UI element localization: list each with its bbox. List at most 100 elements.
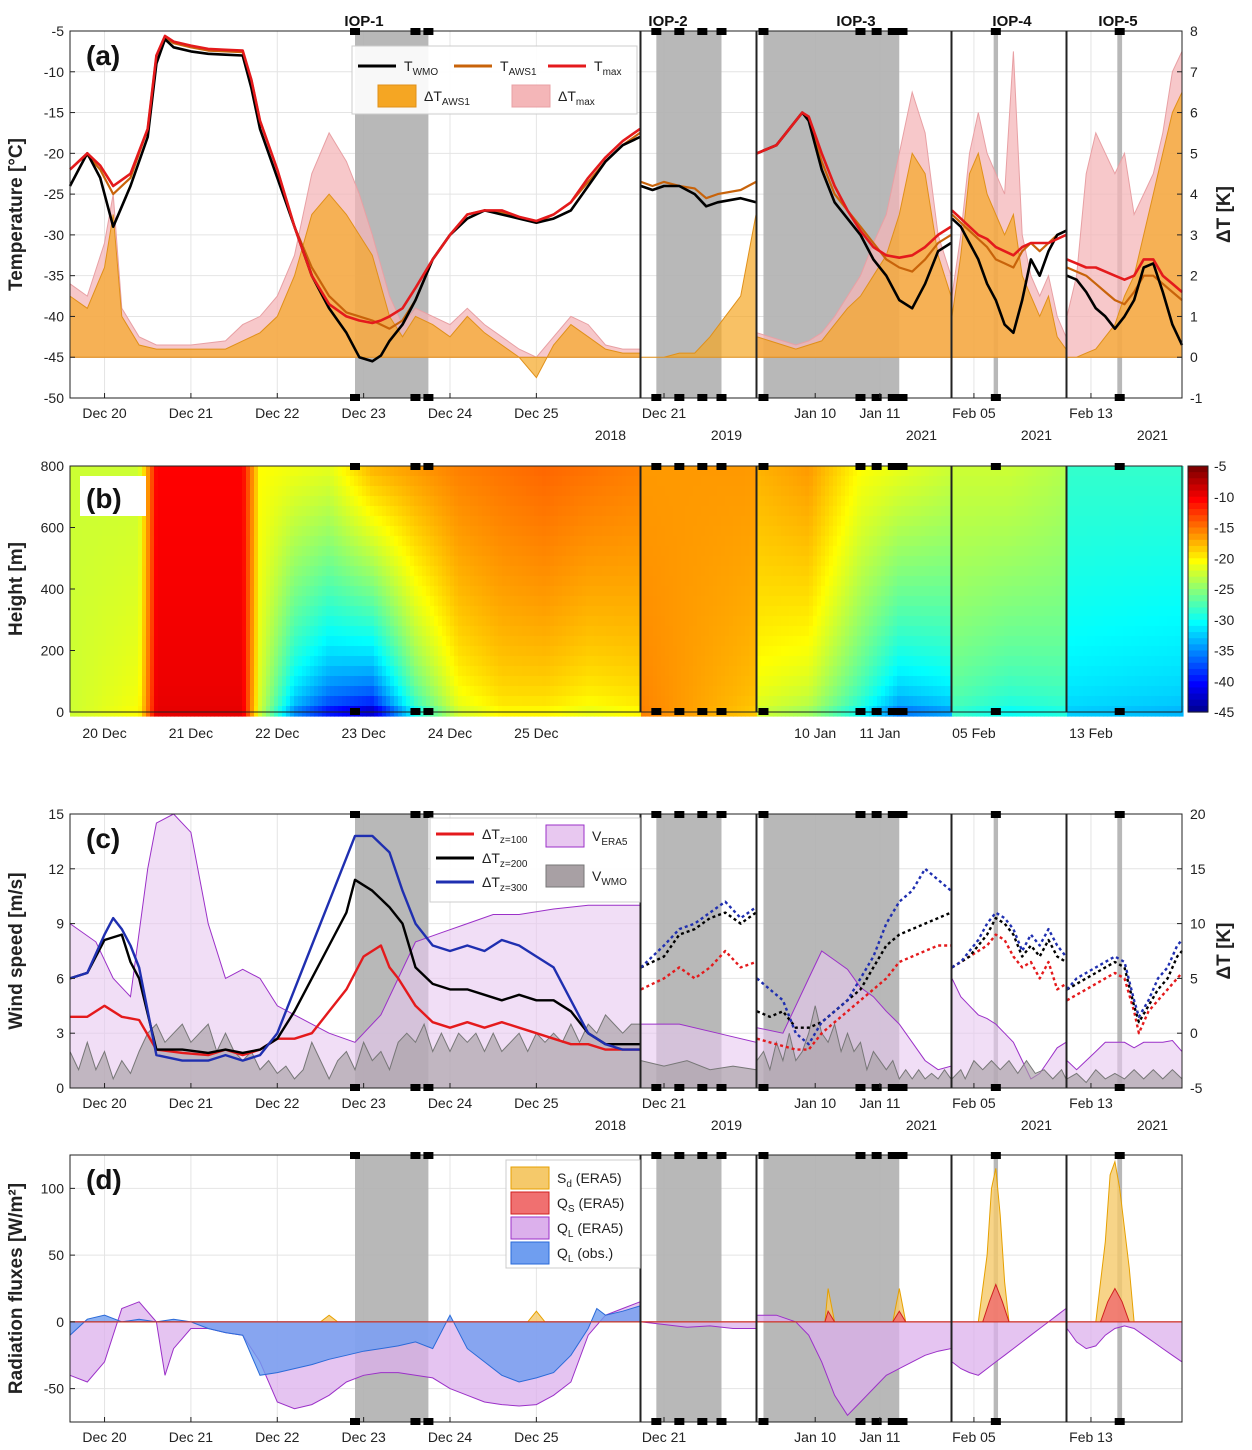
heatmap-cell xyxy=(254,526,259,537)
heatmap-cell xyxy=(761,626,766,637)
heatmap-cell xyxy=(230,486,235,497)
heatmap-cell xyxy=(166,696,171,707)
heatmap-cell xyxy=(302,686,307,697)
heatmap-cell xyxy=(634,606,639,617)
heatmap-cell xyxy=(697,556,702,567)
heatmap-cell xyxy=(146,706,151,717)
heatmap-cell xyxy=(250,526,255,537)
heatmap-cell xyxy=(306,496,311,507)
heatmap-cell xyxy=(630,636,635,647)
heatmap-cell xyxy=(210,556,215,567)
heatmap-cell xyxy=(82,596,87,607)
heatmap-cell xyxy=(626,636,631,647)
heatmap-cell xyxy=(298,576,303,587)
heatmap-cell xyxy=(765,526,770,537)
heatmap-cell xyxy=(681,636,686,647)
heatmap-cell xyxy=(482,666,487,677)
heatmap-cell xyxy=(314,576,319,587)
heatmap-cell xyxy=(665,516,670,527)
heatmap-cell xyxy=(514,606,519,617)
heatmap-cell xyxy=(661,636,666,647)
heatmap-cell xyxy=(286,686,291,697)
heatmap-cell xyxy=(238,486,243,497)
heatmap-cell xyxy=(578,626,583,637)
heatmap-cell xyxy=(494,666,499,677)
heatmap-cell xyxy=(586,516,591,527)
heatmap-cell xyxy=(314,626,319,637)
heatmap-cell xyxy=(442,606,447,617)
heatmap-cell xyxy=(90,636,95,647)
heatmap-cell xyxy=(178,526,183,537)
heatmap-cell xyxy=(186,696,191,707)
heatmap-cell xyxy=(474,596,479,607)
heatmap-cell xyxy=(266,486,271,497)
heatmap-cell xyxy=(198,606,203,617)
heatmap-cell xyxy=(753,586,758,597)
heatmap-cell xyxy=(665,626,670,637)
heatmap-cell xyxy=(649,496,654,507)
heatmap-cell xyxy=(90,666,95,677)
heatmap-cell xyxy=(745,536,750,547)
heatmap-cell xyxy=(426,626,431,637)
heatmap-cell xyxy=(562,536,567,547)
heatmap-cell xyxy=(162,616,167,627)
heatmap-cell xyxy=(574,526,579,537)
heatmap-cell xyxy=(470,666,475,677)
heatmap-cell xyxy=(158,696,163,707)
heatmap-cell xyxy=(685,586,690,597)
heatmap-cell xyxy=(630,596,635,607)
heatmap-cell xyxy=(641,696,646,707)
heatmap-cell xyxy=(494,566,499,577)
heatmap-cell xyxy=(626,696,631,707)
heatmap-cell xyxy=(262,656,267,667)
heatmap-cell xyxy=(426,556,431,567)
heatmap-cell xyxy=(498,556,503,567)
heatmap-cell xyxy=(310,536,315,547)
heatmap-cell xyxy=(753,656,758,667)
heatmap-cell xyxy=(202,496,207,507)
heatmap-cell xyxy=(669,606,674,617)
heatmap-cell xyxy=(777,586,782,597)
heatmap-cell xyxy=(130,616,135,627)
heatmap-cell xyxy=(685,696,690,707)
heatmap-cell xyxy=(254,666,259,677)
heatmap-cell xyxy=(166,516,171,527)
heatmap-cell xyxy=(502,476,507,487)
heatmap-cell xyxy=(673,686,678,697)
heatmap-cell xyxy=(218,466,223,477)
heatmap-cell xyxy=(538,596,543,607)
heatmap-cell xyxy=(801,466,806,477)
heatmap-cell xyxy=(378,626,383,637)
heatmap-cell xyxy=(418,636,423,647)
heatmap-cell xyxy=(70,546,75,557)
heatmap-cell xyxy=(626,676,631,687)
heatmap-cell xyxy=(362,476,367,487)
heatmap-cell xyxy=(829,606,834,617)
heatmap-cell xyxy=(661,696,666,707)
heatmap-cell xyxy=(122,656,127,667)
heatmap-cell xyxy=(781,586,786,597)
heatmap-cell xyxy=(657,666,662,677)
heatmap-cell xyxy=(138,706,143,717)
heatmap-cell xyxy=(737,666,742,677)
heatmap-cell xyxy=(522,636,527,647)
heatmap-cell xyxy=(793,696,798,707)
heatmap-cell xyxy=(446,526,451,537)
heatmap-cell xyxy=(518,516,523,527)
heatmap-cell xyxy=(526,656,531,667)
heatmap-cell xyxy=(146,686,151,697)
heatmap-cell xyxy=(142,656,147,667)
heatmap-cell xyxy=(402,616,407,627)
heatmap-cell xyxy=(793,566,798,577)
heatmap-cell xyxy=(681,606,686,617)
heatmap-cell xyxy=(586,526,591,537)
heatmap-cell xyxy=(773,476,778,487)
heatmap-cell xyxy=(438,656,443,667)
heatmap-cell xyxy=(478,486,483,497)
heatmap-cell xyxy=(342,526,347,537)
heatmap-cell xyxy=(134,536,139,547)
heatmap-cell xyxy=(498,496,503,507)
heatmap-cell xyxy=(785,466,790,477)
heatmap-cell xyxy=(570,576,575,587)
heatmap-cell xyxy=(426,676,431,687)
